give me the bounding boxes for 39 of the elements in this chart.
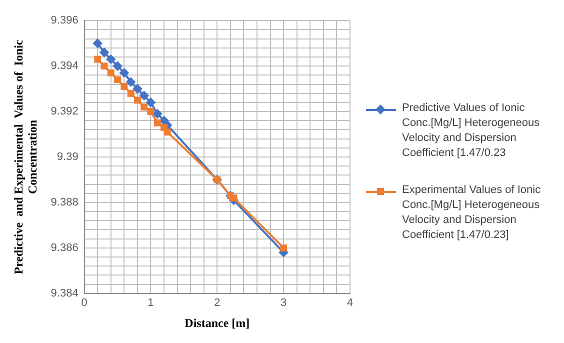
point xyxy=(230,194,238,202)
point xyxy=(120,83,128,90)
point xyxy=(160,124,168,131)
point xyxy=(154,119,161,126)
legend-label: Experimental Values of Ionic Conc.[Mg/L] Heterogeneous Velocity and Dispersion Coefficient [1.47/0.23] xyxy=(402,182,542,242)
y-tick-label: 9.39 xyxy=(56,151,78,164)
x-tick-label: 1 xyxy=(148,297,154,310)
y-tick-label: 9.388 xyxy=(50,196,78,208)
y-tick-label: 9.384 xyxy=(50,287,78,300)
point xyxy=(147,108,154,116)
y-tick-label: 9.396 xyxy=(50,14,78,27)
point xyxy=(164,128,171,136)
point xyxy=(140,104,148,110)
point xyxy=(107,69,114,76)
point xyxy=(94,56,102,63)
legend-label: Predictive Values of Ionic Conc.[Mg/L] Heterogeneous Velocity and Dispersion Coefficient [1.47/0.23 xyxy=(402,100,541,160)
point xyxy=(126,77,136,86)
x-tick-label: 0 xyxy=(81,297,88,310)
point xyxy=(100,62,108,70)
point xyxy=(120,68,129,78)
y-tick-label: 9.394 xyxy=(50,60,78,72)
y-axis-title: Predictive and Experimental Values of Ionic Concentration xyxy=(11,39,40,274)
point xyxy=(127,90,134,97)
point xyxy=(114,76,122,84)
y-tick-label: 9.386 xyxy=(50,242,78,254)
point xyxy=(106,54,116,64)
point xyxy=(132,84,142,94)
y-tick-label: 9.392 xyxy=(50,106,78,118)
point xyxy=(146,98,156,107)
point xyxy=(93,38,102,48)
x-tick-label: 4 xyxy=(346,297,354,310)
point xyxy=(134,96,141,104)
point xyxy=(100,48,109,57)
point xyxy=(113,62,122,71)
x-tick-label: 2 xyxy=(214,297,220,310)
x-tick-label: 3 xyxy=(280,297,287,310)
point xyxy=(280,244,288,252)
x-axis-title: Distance [m] xyxy=(184,316,250,330)
point xyxy=(140,91,149,100)
